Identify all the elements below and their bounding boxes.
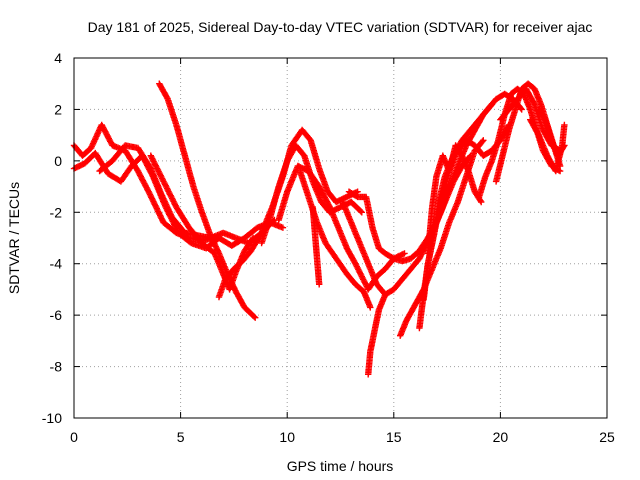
x-tick-label: 20 bbox=[493, 429, 509, 445]
y-tick-label: -6 bbox=[50, 307, 63, 323]
data-point bbox=[279, 224, 287, 231]
data-point bbox=[251, 313, 258, 320]
y-tick-label: -10 bbox=[42, 410, 62, 426]
x-tick-label: 25 bbox=[599, 429, 615, 445]
data-point bbox=[94, 130, 101, 137]
y-tick-label: 4 bbox=[54, 50, 62, 66]
data-point bbox=[162, 199, 169, 207]
series-arc-8 bbox=[275, 162, 408, 293]
data-point bbox=[480, 137, 487, 144]
data-point bbox=[561, 142, 568, 149]
data-point bbox=[358, 209, 365, 216]
plot-frame bbox=[73, 57, 608, 419]
chart-title: Day 181 of 2025, Sidereal Day-to-day VTE… bbox=[88, 19, 593, 35]
data-point bbox=[479, 138, 486, 145]
series-arc-10 bbox=[309, 203, 323, 288]
data-point bbox=[154, 166, 162, 174]
data-point bbox=[561, 121, 568, 129]
y-tick-label: 0 bbox=[54, 153, 62, 169]
data-point bbox=[149, 156, 157, 164]
y-tick-label: -4 bbox=[50, 256, 63, 272]
series-arc-4 bbox=[156, 80, 259, 321]
data-points bbox=[70, 80, 568, 378]
data-point bbox=[357, 208, 364, 215]
x-axis-title: GPS time / hours bbox=[287, 458, 394, 474]
axis-ticks bbox=[73, 57, 608, 419]
series-arc-9 bbox=[296, 167, 374, 311]
data-point bbox=[249, 234, 257, 242]
series-arc-1 bbox=[70, 121, 218, 244]
x-tick-label: 0 bbox=[70, 429, 78, 445]
data-point bbox=[158, 191, 165, 198]
data-point bbox=[252, 314, 259, 321]
tick-labels: 0 5 10 15 20 25 -10 -8 -6 -4 -2 0 2 4 bbox=[42, 50, 615, 445]
series-arc-17 bbox=[424, 142, 485, 257]
y-tick-label: -2 bbox=[50, 204, 63, 220]
series-arc-7 bbox=[258, 142, 365, 247]
data-point bbox=[367, 304, 374, 311]
data-point bbox=[477, 197, 484, 204]
data-point bbox=[399, 250, 407, 258]
data-point bbox=[478, 198, 485, 206]
x-tick-label: 10 bbox=[279, 429, 295, 445]
data-point bbox=[90, 139, 97, 146]
data-point bbox=[316, 281, 323, 288]
y-tick-label: -8 bbox=[50, 359, 63, 375]
series-arc-22 bbox=[535, 106, 568, 159]
series-arc-11 bbox=[339, 198, 389, 298]
data-point bbox=[401, 250, 408, 257]
x-tick-label: 5 bbox=[177, 429, 185, 445]
data-point bbox=[249, 236, 256, 243]
data-point bbox=[518, 106, 525, 113]
y-axis-title: SDTVAR / TECUs bbox=[6, 182, 22, 294]
data-point bbox=[560, 143, 567, 150]
x-tick-label: 15 bbox=[386, 429, 402, 445]
y-tick-label: 2 bbox=[54, 101, 62, 117]
